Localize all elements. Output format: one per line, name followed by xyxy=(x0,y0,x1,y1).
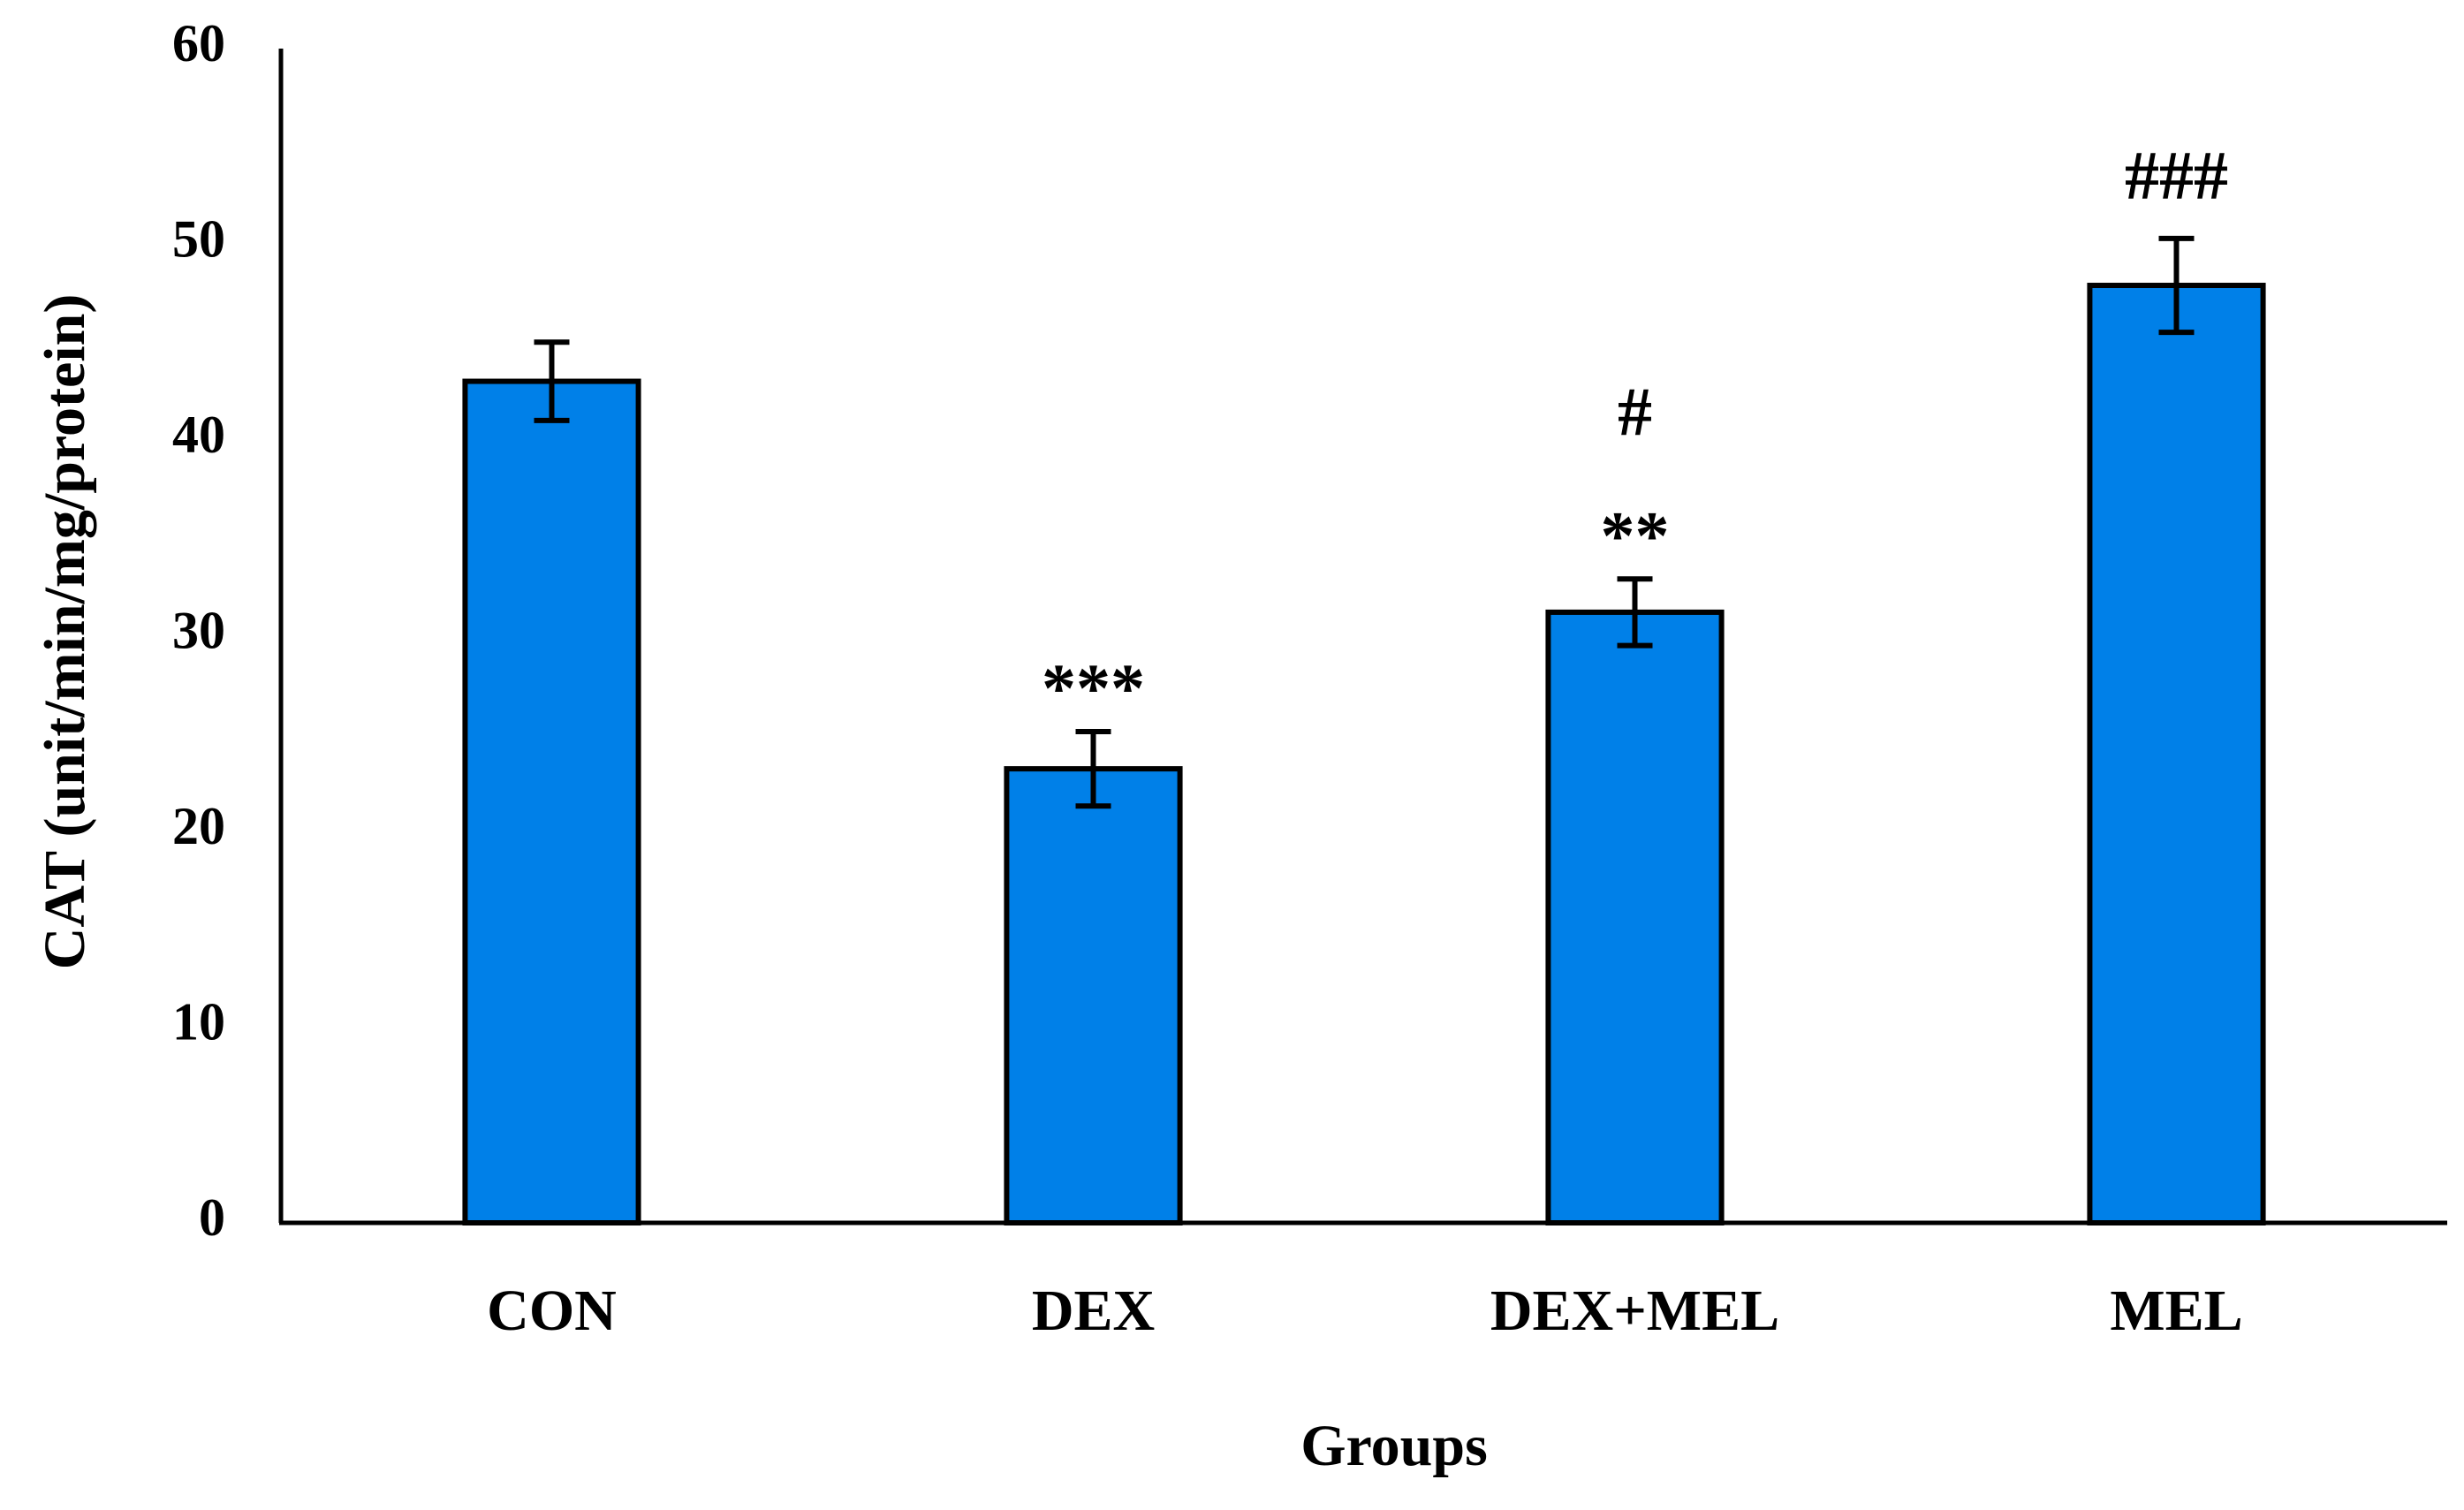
error-bar xyxy=(534,339,570,423)
y-tick-label: 10 xyxy=(172,992,225,1051)
significance-mark: ** xyxy=(1601,497,1670,573)
x-tick-label: DEX xyxy=(1032,1279,1155,1343)
y-tick-label: 50 xyxy=(172,209,225,268)
y-tick-label: 20 xyxy=(172,797,225,855)
bar-mel xyxy=(2087,283,2266,1225)
y-tick-label: 40 xyxy=(172,406,225,464)
significance-mark: # xyxy=(1618,373,1652,450)
error-bar xyxy=(1075,729,1111,809)
y-tick-label: 60 xyxy=(172,14,225,72)
significance-mark: ### xyxy=(2125,137,2228,214)
error-bar xyxy=(2158,235,2195,336)
x-tick-label: CON xyxy=(487,1279,617,1343)
bar-dex-mel xyxy=(1545,609,1725,1225)
y-tick-label: 0 xyxy=(199,1188,225,1247)
error-bar xyxy=(1617,576,1653,649)
bar-con xyxy=(462,378,641,1225)
x-axis-title: Groups xyxy=(1300,1414,1488,1478)
bar-dex xyxy=(1004,766,1183,1225)
x-tick-label: DEX+MEL xyxy=(1490,1279,1779,1343)
y-tick-label: 30 xyxy=(172,601,225,659)
significance-mark: *** xyxy=(1042,649,1145,726)
y-axis-title: CAT (unit/min/mg/protein) xyxy=(33,294,97,970)
x-tick-label: MEL xyxy=(2110,1279,2242,1343)
